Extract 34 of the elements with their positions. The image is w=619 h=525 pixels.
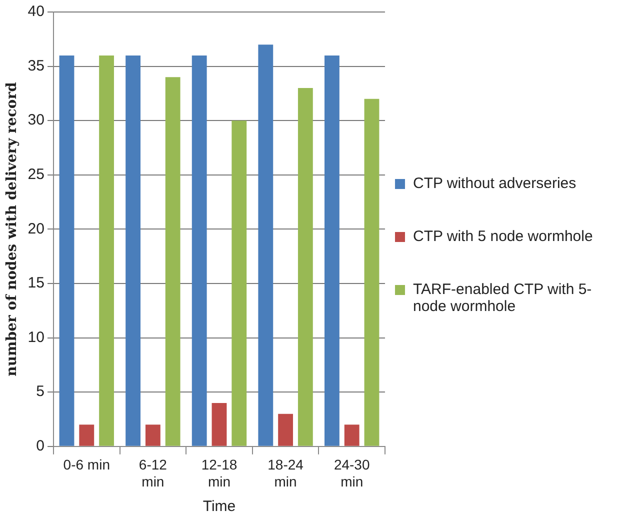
x-tick-label: 0-6 min (63, 456, 110, 473)
x-tick-label: 6-12 min (138, 456, 168, 490)
bar (278, 414, 294, 446)
x-tick-label: 12-18 min (201, 456, 238, 490)
y-tick-label: 20 (28, 220, 44, 238)
y-tick-label: 0 (36, 438, 44, 455)
bar (165, 77, 180, 446)
bar (298, 88, 313, 446)
legend-label: CTP without adverseries (413, 175, 576, 192)
x-tick-label: 24-30 min (334, 456, 370, 490)
y-tick-label: 5 (36, 383, 44, 400)
bar (344, 424, 360, 446)
x-tick-label: 18-24 min (268, 456, 304, 490)
y-axis-title: number of nodes with delivery record (4, 82, 20, 376)
x-axis-title: Time (202, 498, 236, 516)
bar (79, 424, 94, 446)
y-tick-label: 15 (28, 274, 44, 292)
bar (99, 55, 114, 446)
y-tick-label: 10 (28, 328, 44, 346)
bar (145, 424, 160, 446)
legend-label: CTP with 5 node wormhole (413, 228, 593, 245)
bar (324, 55, 340, 446)
bar (59, 55, 74, 446)
y-tick-label: 40 (28, 3, 44, 20)
bar (258, 44, 274, 446)
bar (212, 402, 227, 446)
bar (364, 98, 380, 446)
bar (126, 55, 141, 446)
y-tick-label: 25 (28, 166, 44, 184)
bar (232, 120, 247, 446)
y-tick-label: 35 (28, 57, 44, 74)
y-tick-label: 30 (28, 112, 44, 129)
bar (192, 55, 207, 446)
legend-label: TARF-enabled CTP with 5-node wormhole (413, 281, 593, 315)
